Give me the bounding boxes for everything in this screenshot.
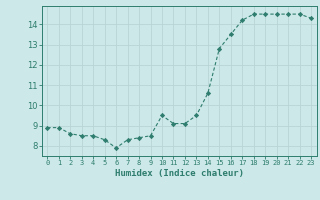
X-axis label: Humidex (Indice chaleur): Humidex (Indice chaleur) xyxy=(115,169,244,178)
